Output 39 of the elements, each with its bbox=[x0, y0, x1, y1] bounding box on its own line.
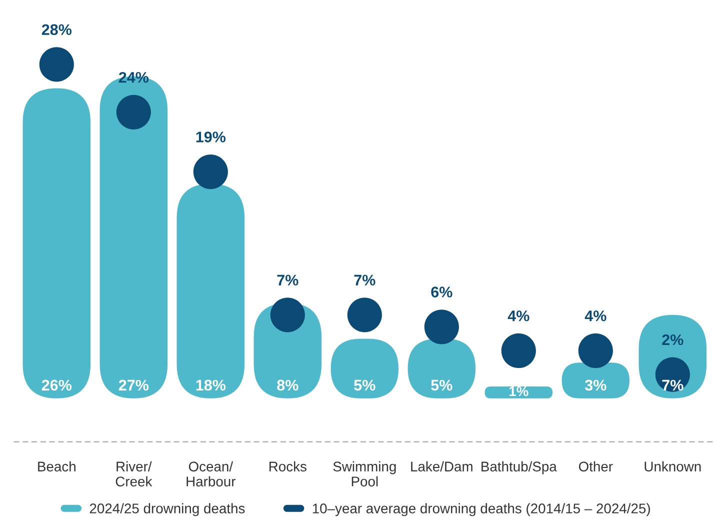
point bbox=[193, 154, 228, 190]
legend-label: 10–year average drowning deaths (2014/15 – 2024/25) bbox=[312, 503, 650, 516]
bar bbox=[484, 386, 553, 398]
x-tick-label: Other bbox=[578, 461, 613, 472]
point bbox=[347, 298, 382, 332]
point bbox=[270, 298, 305, 332]
data-label: 19% bbox=[196, 132, 226, 142]
legend-label: 2024/25 drowning deaths bbox=[90, 503, 245, 516]
data-label: 7% bbox=[662, 380, 684, 391]
data-label: 4% bbox=[508, 310, 530, 322]
data-label: 2% bbox=[662, 334, 684, 346]
data-label: 7% bbox=[354, 274, 376, 286]
data-label: 26% bbox=[42, 380, 72, 391]
data-label: 18% bbox=[196, 380, 226, 391]
x-tick-label: Rocks bbox=[269, 461, 306, 472]
bar bbox=[22, 88, 91, 398]
data-label: 4% bbox=[584, 310, 606, 322]
point bbox=[501, 333, 536, 368]
point bbox=[39, 47, 74, 82]
data-label: 7% bbox=[277, 274, 298, 286]
point bbox=[116, 94, 151, 130]
data-label: 6% bbox=[431, 286, 452, 298]
x-tick-label: Beach bbox=[38, 461, 76, 472]
data-label: 27% bbox=[118, 380, 149, 391]
data-label: 28% bbox=[42, 24, 72, 36]
x-tick-label: Ocean/ Harbour bbox=[186, 461, 236, 486]
x-tick-label: Unknown bbox=[644, 461, 701, 472]
x-tick-label: River/ Creek bbox=[116, 461, 152, 486]
data-label: 3% bbox=[584, 380, 606, 391]
x-tick-label: Lake/Dam bbox=[411, 461, 472, 472]
point bbox=[424, 310, 459, 344]
point bbox=[578, 333, 613, 368]
data-label: 5% bbox=[431, 380, 452, 391]
data-label: 8% bbox=[277, 380, 298, 391]
data-label: 5% bbox=[354, 380, 376, 391]
bar bbox=[176, 184, 245, 398]
data-label: 1% bbox=[509, 386, 528, 396]
x-tick-label: Bathtub/Spa bbox=[482, 461, 557, 474]
x-tick-label: Swimming Pool bbox=[333, 461, 396, 486]
